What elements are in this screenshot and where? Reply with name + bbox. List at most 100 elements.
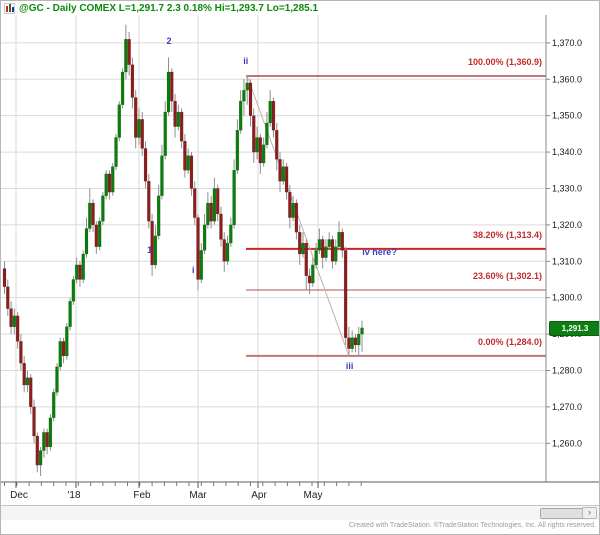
candle-up [156, 195, 161, 236]
candle-down [275, 130, 279, 160]
fib-level-label[interactable]: 100.00% (1,360.9) [467, 57, 542, 67]
y-axis-label: 1,340.0 [552, 147, 582, 157]
candle-up [25, 377, 30, 386]
candle-up [111, 166, 115, 193]
candle-down [140, 119, 144, 149]
x-axis-month-label: Dec [10, 490, 28, 501]
chart-title-bar: @GC - Daily COMEX L=1,291.7 2.3 0.18% Hi… [4, 3, 318, 14]
fib-level-label[interactable]: 38.20% (1,313.4) [472, 229, 542, 240]
candle-up [74, 264, 79, 280]
scrollbar-thumb[interactable] [540, 508, 587, 519]
candle-down [179, 111, 184, 142]
candle-down [9, 308, 13, 327]
candle-up [163, 111, 167, 156]
candle-up [137, 119, 141, 138]
candle-up [68, 301, 72, 327]
fib-level-label[interactable]: 0.00% (1,284.0) [477, 336, 542, 347]
candle-up [199, 250, 204, 280]
candle-down [6, 286, 10, 309]
candle-up [242, 89, 246, 102]
candle-down [278, 159, 282, 182]
candle-down [78, 264, 82, 280]
candle-down [288, 191, 292, 218]
candle-down [29, 377, 33, 408]
elliott-wave-label[interactable]: iv here? [362, 246, 397, 257]
candlestick-chart-icon [4, 3, 15, 14]
candle-up [166, 71, 171, 113]
candle-down [222, 239, 226, 262]
candle-up [114, 137, 118, 167]
candle-up [317, 239, 322, 251]
candle-up [232, 170, 236, 226]
candle-up [42, 432, 46, 451]
candle-down [130, 64, 135, 98]
candle-down [150, 221, 154, 266]
y-axis-label: 1,370.0 [552, 38, 582, 48]
candle-down [284, 166, 289, 193]
price-chart-svg[interactable]: 1,370.0 1,360.0 1,350.0 1,340.0 1,330.0 1,320… [1, 1, 600, 505]
elliott-wave-label[interactable]: i [192, 264, 195, 275]
elliott-wave-label[interactable]: 2 [166, 35, 172, 46]
candle-down [304, 242, 308, 277]
candle-up [255, 137, 259, 153]
x-axis-month-label: Apr [251, 490, 267, 501]
fib-level-label[interactable]: 23.60% (1,302.1) [472, 271, 542, 282]
candle-down [343, 250, 348, 338]
candle-up [327, 239, 331, 247]
horizontal-scrollbar[interactable]: › [1, 505, 599, 520]
candle-up [206, 202, 210, 226]
candle-down [248, 82, 253, 116]
candle-down [94, 224, 99, 247]
candle-down [133, 97, 138, 138]
candle-down [307, 275, 312, 284]
y-axis-label: 1,270.0 [552, 402, 582, 412]
candle-up [314, 250, 318, 266]
candle-down [19, 341, 23, 364]
candle-up [265, 122, 269, 145]
y-axis-label: 1,310.0 [552, 256, 582, 266]
candle-down [107, 173, 112, 193]
elliott-wave-label[interactable]: 1 [147, 244, 153, 255]
candle-down [170, 71, 174, 102]
candle-down [209, 202, 213, 222]
x-axis-month-label: May [304, 490, 323, 501]
elliott-wave-label[interactable]: ii [243, 55, 249, 66]
symbol-quote-title: @GC - Daily COMEX L=1,291.7 2.3 0.18% Hi… [19, 3, 319, 14]
candle-up [84, 228, 89, 255]
candle-up [104, 173, 108, 196]
candle-up [229, 224, 233, 244]
candle-up [212, 188, 217, 222]
candle-down [127, 39, 131, 65]
candle-down [32, 406, 36, 437]
candle-down [215, 188, 220, 215]
scroll-right-arrow-icon[interactable]: › [582, 507, 597, 519]
last-price-badge: 1,291.3 [549, 320, 599, 336]
candle-down [15, 315, 20, 342]
candle-down [252, 115, 256, 153]
candle-up [12, 315, 17, 327]
trendline[interactable] [246, 75, 350, 357]
candle-down [61, 341, 66, 357]
candle-down [45, 432, 49, 448]
candle-down [219, 213, 223, 240]
candle-up [160, 155, 164, 196]
candle-down [320, 239, 325, 258]
candle-up [245, 82, 249, 91]
candle-up [337, 231, 341, 247]
candle-up [350, 337, 354, 349]
candle-up [357, 333, 361, 346]
elliott-wave-label[interactable]: iii [345, 361, 354, 372]
candle-up [291, 202, 295, 218]
candle-up [261, 144, 266, 164]
candle-up [101, 195, 105, 222]
candle-down [91, 202, 95, 226]
candle-down [2, 268, 7, 287]
candle-up [88, 202, 92, 229]
candle-down [147, 180, 151, 222]
candle-up [281, 166, 285, 182]
candle-up [238, 100, 243, 131]
candle-up [65, 326, 69, 357]
candle-up [268, 100, 272, 124]
candle-down [193, 188, 197, 218]
